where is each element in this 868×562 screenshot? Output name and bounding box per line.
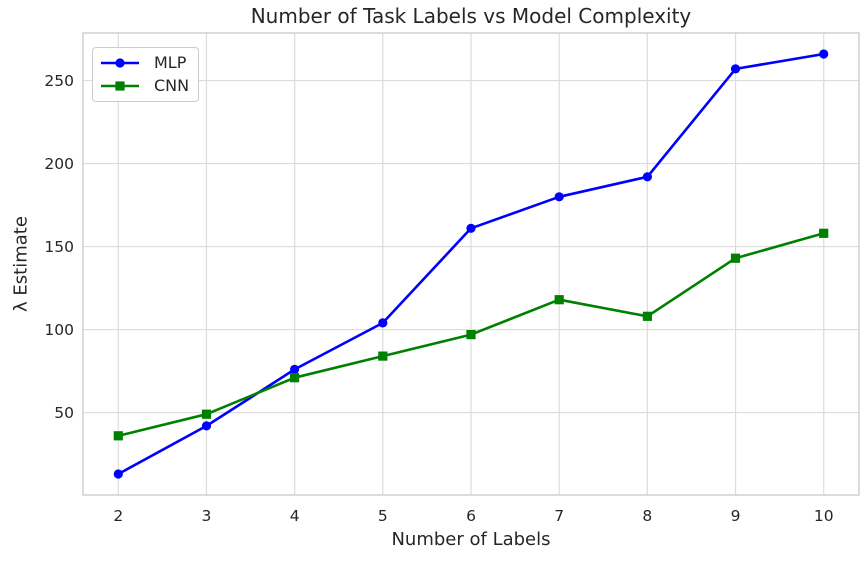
data-point-cnn [201,409,212,419]
data-point-cnn [466,330,476,340]
cnn-line-square-icon [101,81,139,91]
y-axis-label: λ Estimate [10,216,32,312]
data-point-mlp [730,64,741,74]
mlp-line-circle-icon [101,58,139,68]
x-tick-label: 8 [642,507,652,525]
plot-border [82,32,860,496]
data-point-mlp [819,49,829,59]
data-point-cnn [113,431,123,441]
x-tick-label: 9 [731,507,741,525]
data-point-mlp [113,469,123,479]
legend: MLP CNN [92,47,199,102]
chart-title: Number of Task Labels vs Model Complexit… [250,4,692,28]
data-point-mlp [466,223,476,233]
data-point-cnn [642,311,652,321]
x-axis-label: Number of Labels [391,529,551,550]
x-tick-label: 4 [290,507,300,525]
data-point-mlp [378,318,388,328]
data-point-cnn [819,228,829,238]
data-point-mlp [201,421,212,431]
legend-item-mlp: MLP [100,51,190,75]
x-tick-label: 10 [814,507,834,525]
x-tick-label: 5 [378,507,388,525]
data-point-cnn [290,373,300,383]
legend-item-cnn: CNN [100,75,190,99]
x-tick-label: 3 [202,507,212,525]
y-tick-label: 50 [54,404,74,422]
y-tick-label: 200 [44,155,74,173]
data-point-mlp [290,364,300,374]
legend-label-mlp: MLP [154,52,187,72]
y-tick-label: 250 [44,72,74,90]
data-point-cnn [730,253,741,263]
legend-label-cnn: CNN [154,76,190,96]
y-tick-label: 100 [44,321,74,339]
data-point-mlp [642,172,653,182]
x-tick-label: 2 [113,507,123,525]
x-tick-label: 7 [554,507,564,525]
y-tick-label: 150 [44,238,74,256]
data-point-mlp [554,192,564,202]
x-tick-label: 6 [466,507,476,525]
data-point-cnn [554,295,564,305]
data-point-cnn [378,351,388,361]
